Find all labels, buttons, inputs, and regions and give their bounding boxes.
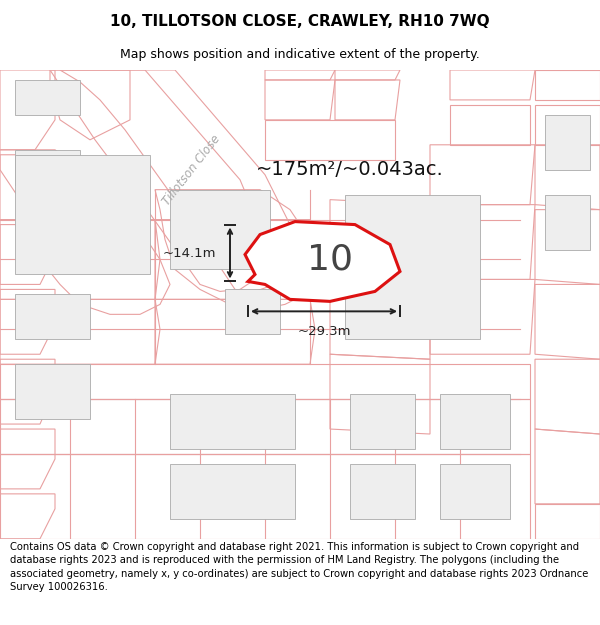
Polygon shape: [15, 80, 80, 115]
Text: Contains OS data © Crown copyright and database right 2021. This information is : Contains OS data © Crown copyright and d…: [10, 542, 588, 592]
Polygon shape: [245, 222, 400, 301]
Polygon shape: [545, 194, 590, 249]
Text: 10: 10: [307, 242, 353, 276]
Polygon shape: [345, 194, 480, 339]
Polygon shape: [440, 464, 510, 519]
Polygon shape: [545, 115, 590, 170]
Polygon shape: [170, 464, 295, 519]
Polygon shape: [440, 394, 510, 449]
Polygon shape: [350, 464, 415, 519]
Polygon shape: [225, 289, 280, 334]
Text: Map shows position and indicative extent of the property.: Map shows position and indicative extent…: [120, 48, 480, 61]
Polygon shape: [15, 294, 90, 339]
Text: 10, TILLOTSON CLOSE, CRAWLEY, RH10 7WQ: 10, TILLOTSON CLOSE, CRAWLEY, RH10 7WQ: [110, 14, 490, 29]
Polygon shape: [170, 189, 270, 269]
Polygon shape: [170, 394, 295, 449]
Polygon shape: [15, 150, 80, 185]
Text: ~175m²/~0.043ac.: ~175m²/~0.043ac.: [256, 160, 444, 179]
Text: Tillotson Close: Tillotson Close: [161, 132, 223, 208]
Text: ~29.3m: ~29.3m: [297, 326, 351, 338]
Polygon shape: [350, 394, 415, 449]
Polygon shape: [15, 364, 90, 419]
Text: ~14.1m: ~14.1m: [163, 246, 216, 259]
Polygon shape: [15, 155, 150, 274]
